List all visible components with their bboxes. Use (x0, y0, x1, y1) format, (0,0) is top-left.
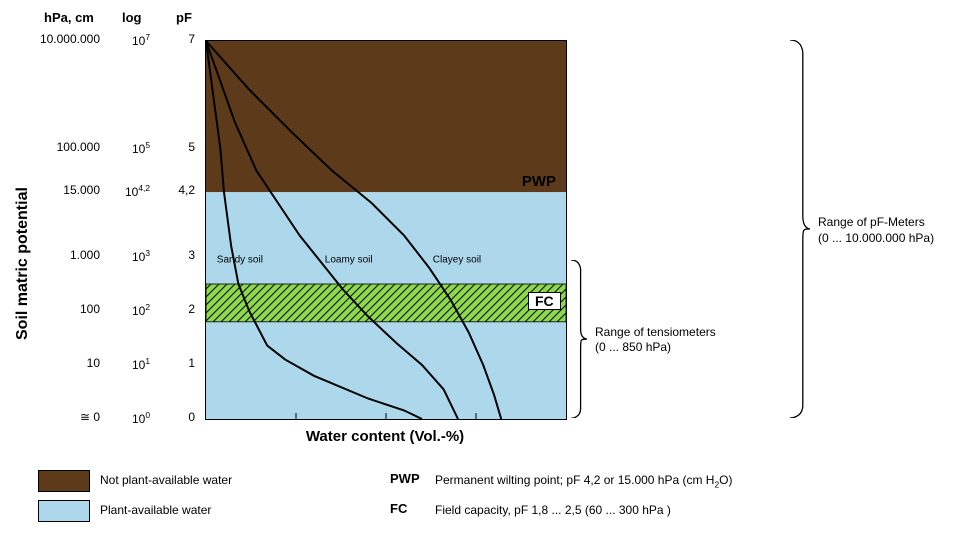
x-axis-title: Water content (Vol.-%) (285, 428, 485, 445)
legend-swatch-not-available (38, 470, 90, 492)
y-header-log: log (122, 10, 142, 25)
soil-label-loamy: Loamy soil (325, 254, 373, 265)
pf-meter-range-label: Range of pF-Meters(0 ... 10.000.000 hPa) (818, 215, 934, 246)
legend-pwp-desc: Permanent wilting point; pF 4,2 or 15.00… (435, 473, 733, 489)
legend-label-not-available: Not plant-available water (100, 473, 232, 487)
region-field-capacity (206, 284, 566, 322)
legend-swatch-available (38, 500, 90, 522)
legend-pwp-abbr: PWP (390, 471, 420, 486)
region-not-available (206, 41, 566, 192)
soil-label-clayey: Clayey soil (433, 254, 481, 265)
legend-fc-desc: Field capacity, pF 1,8 ... 2,5 (60 ... 3… (435, 503, 671, 517)
y-header-pf: pF (176, 10, 192, 25)
y-header-hpa: hPa, cm (44, 10, 94, 25)
tensiometer-range-label: Range of tensiometers(0 ... 850 hPa) (595, 325, 716, 356)
plot-area: PWP Sandy soil Loamy soil Clayey soil FC (205, 40, 567, 420)
soil-water-diagram: { "plot": { "x": 205, "y": 40, "w": 360,… (0, 0, 954, 538)
pwp-label: PWP (522, 173, 556, 190)
soil-label-sandy: Sandy soil (217, 254, 263, 265)
fc-label-box: FC (528, 292, 561, 310)
legend-label-available: Plant-available water (100, 503, 211, 517)
legend-fc-abbr: FC (390, 501, 407, 516)
